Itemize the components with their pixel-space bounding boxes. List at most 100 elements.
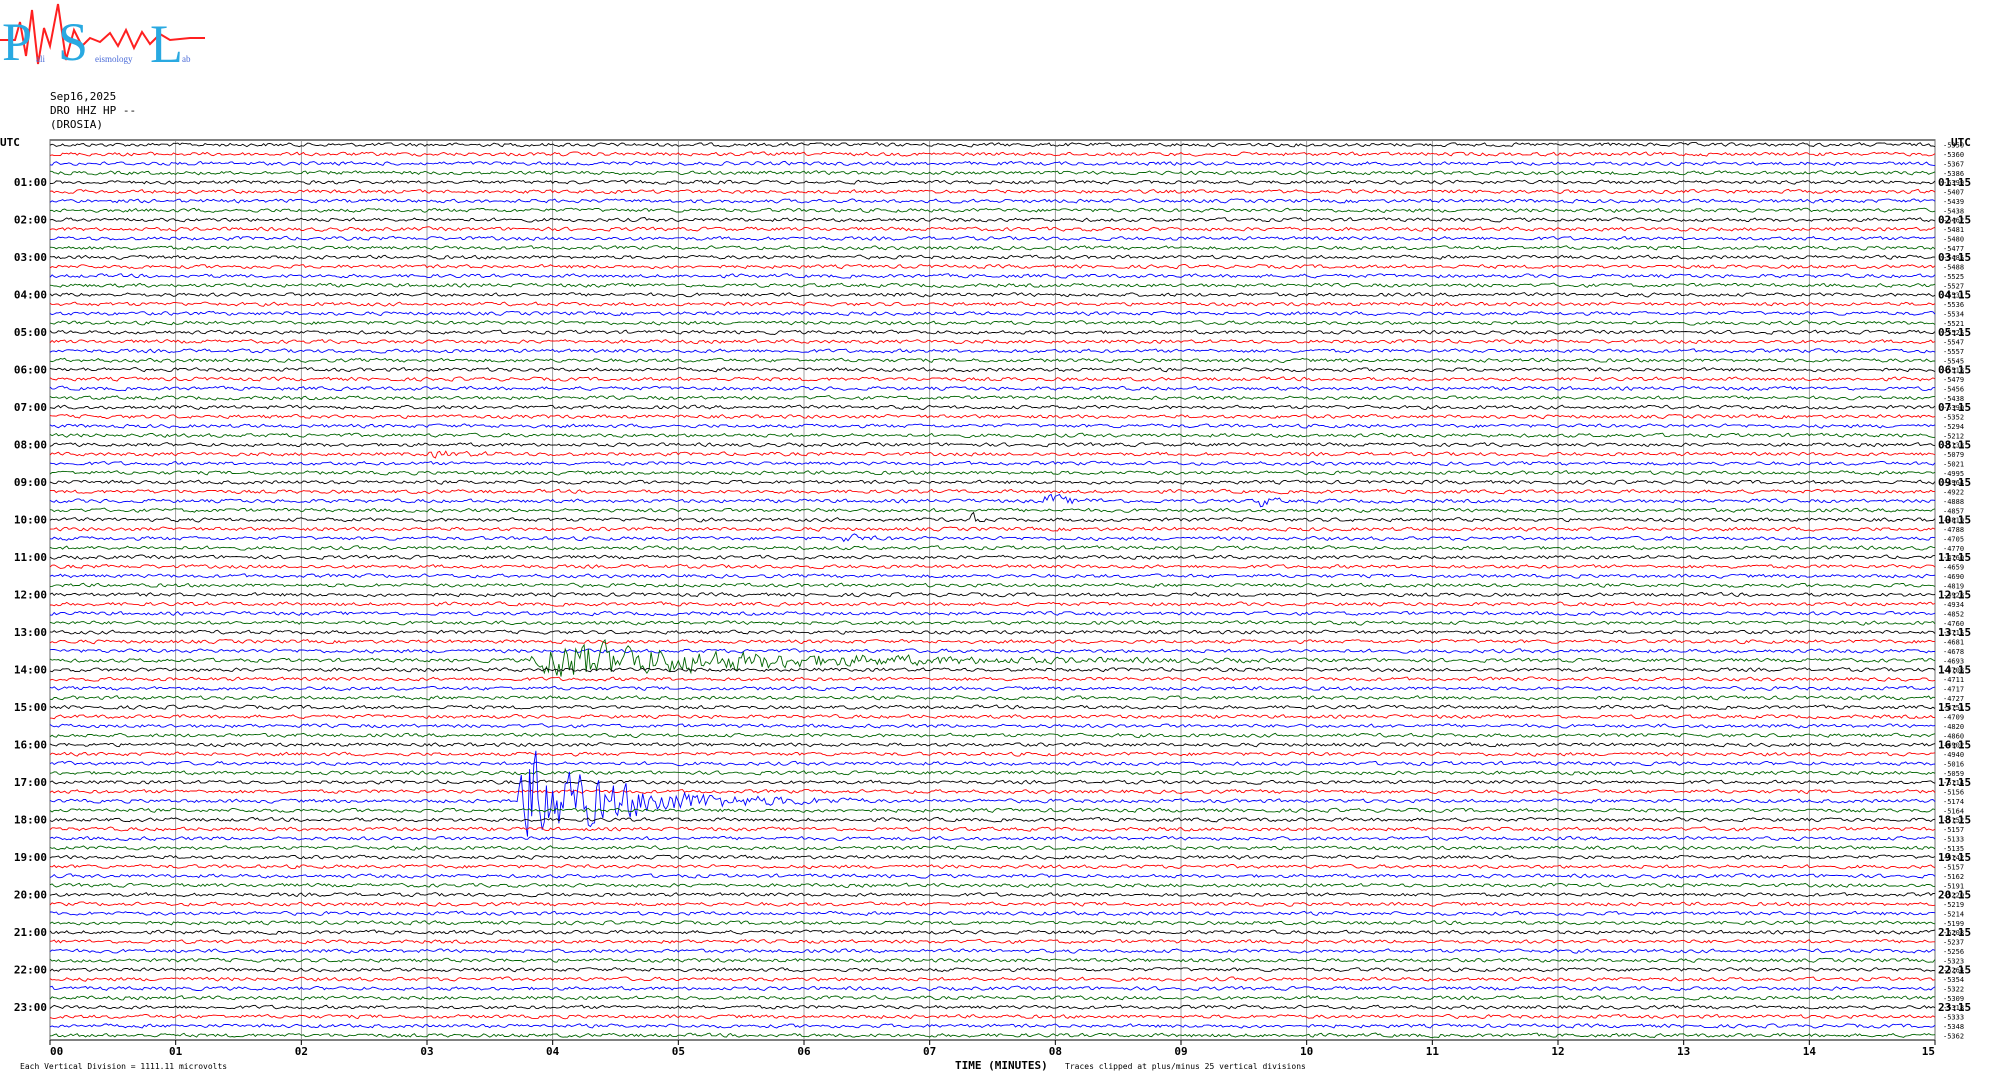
hour-label-right: 04:15 <box>1938 289 1971 302</box>
seismic-trace <box>49 592 1936 598</box>
plot-grid <box>49 139 1936 1045</box>
trace-offset-label: -5256 <box>1943 948 1964 956</box>
x-tick-label: 11 <box>1426 1045 1440 1058</box>
seismic-trace <box>49 207 1936 214</box>
x-tick-label: 04 <box>546 1045 560 1058</box>
x-axis-label: TIME (MINUTES) <box>955 1059 1048 1072</box>
trace-offset-label: -5545 <box>1943 357 1964 365</box>
trace-offset-label: -5079 <box>1943 451 1964 459</box>
seismic-trace <box>49 488 1936 495</box>
trace-offset-label: -5220 <box>1943 892 1964 900</box>
seismic-trace <box>50 526 1936 532</box>
trace-offset-label: -4693 <box>1943 657 1964 665</box>
seismic-trace <box>49 160 1936 167</box>
hour-label-right: 09:15 <box>1938 476 1971 489</box>
hour-label-left: 05:00 <box>14 326 47 339</box>
trace-offset-label: -4690 <box>1943 573 1964 581</box>
hour-label-left: 15:00 <box>14 701 47 714</box>
seismic-trace <box>49 873 1936 879</box>
seismic-trace <box>49 357 1935 363</box>
x-tick-label: 06 <box>797 1045 811 1058</box>
seismic-trace <box>49 450 1936 459</box>
trace-offset-label: -5318 <box>1943 1004 1964 1012</box>
trace-offset-label: -5191 <box>1943 882 1964 890</box>
trace-offset-label: -4857 <box>1943 507 1964 515</box>
seismic-trace <box>49 648 1935 654</box>
hour-label-right: 07:15 <box>1938 401 1971 414</box>
seismic-trace <box>49 511 1936 523</box>
hour-label-left: 22:00 <box>14 964 47 977</box>
seismic-trace <box>49 929 1936 935</box>
seismic-trace <box>49 639 1936 677</box>
trace-offset-label: -4819 <box>1943 582 1964 590</box>
hour-label-right: 02:15 <box>1938 214 1971 227</box>
x-tick-label: 10 <box>1300 1045 1313 1058</box>
trace-offset-label: -5399 <box>1943 179 1964 187</box>
seismic-trace <box>49 957 1936 963</box>
trace-offset-label: -5309 <box>1943 995 1964 1003</box>
seismic-trace <box>49 835 1936 842</box>
trace-offset-label: -5525 <box>1943 273 1964 281</box>
seismic-trace <box>49 226 1936 232</box>
trace-offset-label: -5214 <box>1943 910 1964 918</box>
hour-label-right: 23:15 <box>1938 1001 1971 1014</box>
seismic-trace <box>49 404 1936 410</box>
seismic-trace <box>49 301 1936 307</box>
seismic-trace <box>49 376 1936 382</box>
trace-offset-label: -4709 <box>1943 714 1964 722</box>
x-tick-label: 15 <box>1922 1045 1935 1058</box>
seismic-trace <box>49 882 1936 888</box>
x-tick-label: 07 <box>923 1045 936 1058</box>
trace-offset-label: -5164 <box>1943 807 1964 815</box>
seismic-trace <box>49 1032 1936 1039</box>
seismic-trace <box>49 1013 1936 1020</box>
hour-label-left: 11:00 <box>14 551 47 564</box>
trace-offset-label: -4888 <box>1943 498 1964 506</box>
trace-offset-label: -5294 <box>1943 423 1964 431</box>
hour-label-left: 18:00 <box>14 814 47 827</box>
hour-label-left: 12:00 <box>14 589 47 602</box>
trace-offset-label: -5407 <box>1943 189 1964 197</box>
seismic-trace <box>49 235 1936 242</box>
seismic-trace <box>49 310 1936 317</box>
seismic-trace <box>49 892 1936 898</box>
hour-label-left: 08:00 <box>14 439 47 452</box>
seismic-trace <box>49 395 1935 401</box>
hour-label-left: 20:00 <box>14 889 47 902</box>
seismic-trace <box>49 742 1936 748</box>
hour-label-right: 11:15 <box>1938 551 1971 564</box>
trace-offset-label: -5237 <box>1943 939 1964 947</box>
trace-offset-label: -5350 <box>1943 142 1964 150</box>
trace-offset-label: -5390 <box>1943 404 1964 412</box>
seismic-trace <box>49 432 1936 439</box>
seismic-trace <box>49 760 1936 767</box>
seismic-trace <box>49 985 1936 992</box>
logo-word-1: ali <box>36 54 45 64</box>
seismic-trace <box>49 864 1936 870</box>
seismic-trace <box>49 685 1936 692</box>
trace-offset-label: -5456 <box>1943 385 1964 393</box>
seismic-trace <box>49 142 1936 148</box>
seismic-trace <box>49 788 1936 795</box>
trace-offset-label: -5485 <box>1943 254 1964 262</box>
trace-offset-label: -5547 <box>1943 339 1964 347</box>
x-tick-label: 12 <box>1551 1045 1564 1058</box>
hour-label-right: 21:15 <box>1938 926 1971 939</box>
seismic-trace <box>49 816 1936 823</box>
psl-logo: P S L ali eismology ab <box>0 3 205 70</box>
trace-offset-label: -5480 <box>1943 235 1964 243</box>
right-axis-title: UTC <box>1951 136 1971 149</box>
header-date: Sep16,2025 <box>50 90 117 103</box>
trace-offset-label: -4964 <box>1943 479 1964 487</box>
hour-label-right: 16:15 <box>1938 739 1971 752</box>
left-axis-title: UTC <box>0 136 20 149</box>
trace-offset-label: -5212 <box>1943 432 1964 440</box>
trace-offset-label: -5531 <box>1943 292 1964 300</box>
hour-label-right: 10:15 <box>1938 514 1971 527</box>
trace-offset-label: -4727 <box>1943 695 1964 703</box>
seismic-trace <box>49 320 1936 326</box>
trace-offset-label: -4770 <box>1943 545 1964 553</box>
seismic-trace <box>49 695 1936 701</box>
seismic-trace <box>49 573 1936 579</box>
seismic-trace <box>49 282 1936 288</box>
